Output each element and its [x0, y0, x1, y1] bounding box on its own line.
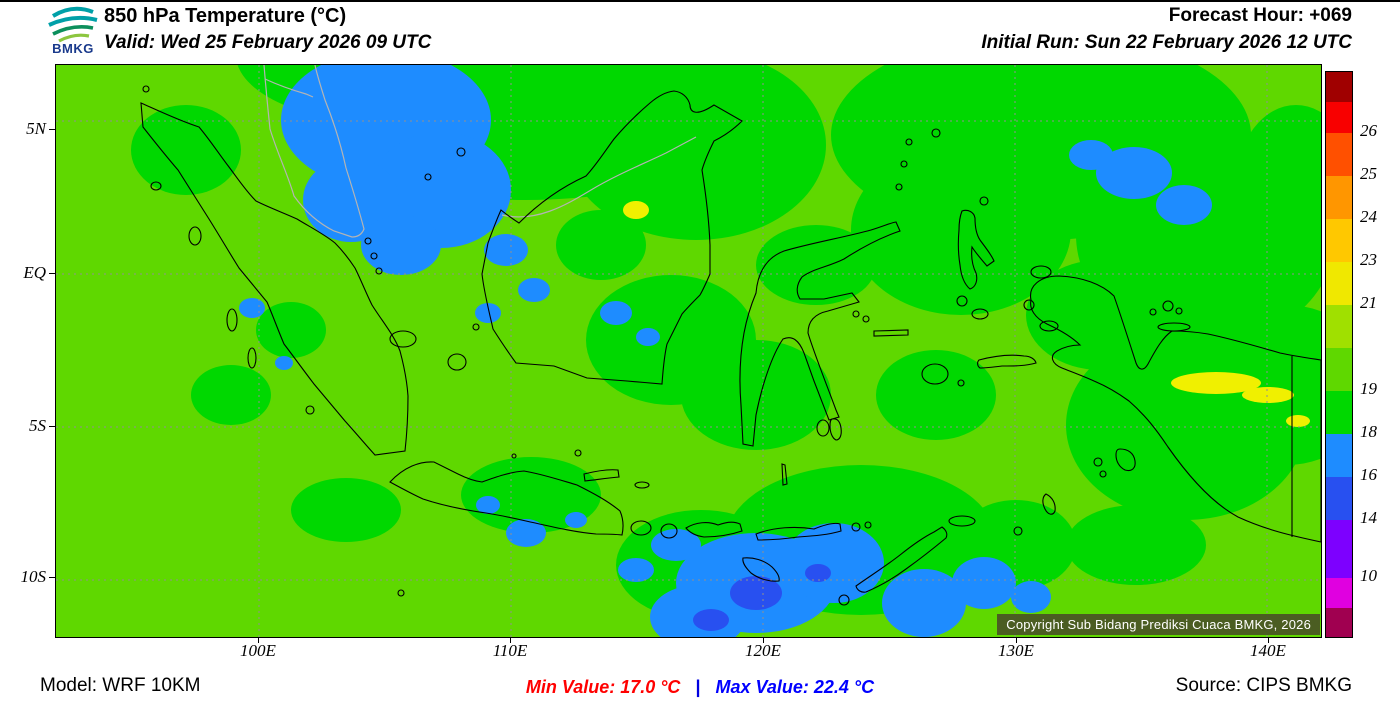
- axis-tick: [49, 577, 55, 578]
- colorbar-segment: [1326, 477, 1352, 520]
- axis-tick: [49, 426, 55, 427]
- colorbar-segment: [1326, 72, 1352, 102]
- bmkg-logo-mark: [48, 6, 98, 43]
- initial-run-label: Initial Run: Sun 22 February 2026 12 UTC: [981, 32, 1352, 53]
- colorbar-label: 19: [1360, 379, 1377, 398]
- axis-tick: [763, 637, 764, 643]
- minmax-separator: |: [695, 677, 701, 697]
- colorbar-segment: [1326, 391, 1352, 434]
- coastlines: [140, 85, 1321, 606]
- axis-tick: [510, 637, 511, 643]
- lat-label-5s: 5S: [29, 416, 46, 435]
- valid-time-label: Valid: Wed 25 February 2026 09 UTC: [104, 32, 432, 53]
- foreign-borders: [263, 65, 697, 238]
- colorbar-label: 25: [1360, 164, 1377, 183]
- colorbar-segment: [1326, 305, 1352, 348]
- colorbar-segment: [1326, 578, 1352, 608]
- colorbar-label: 24: [1360, 207, 1377, 226]
- axis-tick: [49, 273, 55, 274]
- min-value-label: Min Value: 17.0 °C: [525, 677, 681, 697]
- model-label: Model: WRF 10KM: [40, 675, 201, 696]
- lon-label-100e: 100E: [240, 641, 276, 660]
- source-label: Source: CIPS BMKG: [1175, 675, 1352, 696]
- colorbar-segment: [1326, 348, 1352, 391]
- colorbar-segment: [1326, 133, 1352, 176]
- max-value-label: Max Value: 22.4 °C: [715, 677, 875, 697]
- axis-tick: [258, 637, 259, 643]
- colorbar-segment: [1326, 176, 1352, 219]
- colorbar-segment: [1326, 219, 1352, 262]
- page-title: 850 hPa Temperature (°C): [104, 5, 347, 27]
- colorbar-label: 26: [1360, 121, 1377, 140]
- colorbar-label: 18: [1360, 422, 1377, 441]
- forecast-hour-label: Forecast Hour: +069: [1168, 5, 1352, 26]
- lon-label-120e: 120E: [745, 641, 781, 660]
- lat-label-10s: 10S: [20, 567, 47, 586]
- axis-tick: [1268, 637, 1269, 643]
- minmax-values: Min Value: 17.0 °C | Max Value: 22.4 °C: [0, 677, 1400, 698]
- colorbar-segment: [1326, 608, 1352, 637]
- colorbar-segment: [1326, 102, 1352, 133]
- axis-tick: [1016, 637, 1017, 643]
- temp-region-yellow: [623, 201, 1310, 427]
- lon-label-110e: 110E: [492, 641, 528, 660]
- bmkg-logo: BMKG: [44, 4, 102, 62]
- colorbar-label: 21: [1360, 293, 1377, 312]
- temp-region-deep-blue: [693, 564, 831, 631]
- colorbar-label: 14: [1360, 508, 1377, 527]
- colorbar-segment: [1326, 434, 1352, 477]
- colorbar-label: 10: [1360, 566, 1377, 585]
- lon-label-130e: 130E: [998, 641, 1034, 660]
- lat-label-eq: EQ: [23, 263, 46, 282]
- copyright-notice: Copyright Sub Bidang Prediksi Cuaca BMKG…: [997, 614, 1320, 635]
- bmkg-logo-text: BMKG: [52, 41, 94, 56]
- map-canvas: [56, 65, 1321, 637]
- temp-region-blue: [239, 65, 1212, 637]
- colorbar-segment: [1326, 262, 1352, 305]
- graticule-gridlines: [56, 65, 1321, 637]
- lon-label-140e: 140E: [1250, 641, 1286, 660]
- temperature-colorbar: [1325, 71, 1353, 638]
- colorbar-label: 16: [1360, 465, 1377, 484]
- lat-label-5n: 5N: [26, 119, 46, 138]
- map-frame: Copyright Sub Bidang Prediksi Cuaca BMKG…: [55, 64, 1322, 638]
- colorbar-label: 23: [1360, 250, 1377, 269]
- colorbar-segment: [1326, 520, 1352, 578]
- axis-tick: [49, 129, 55, 130]
